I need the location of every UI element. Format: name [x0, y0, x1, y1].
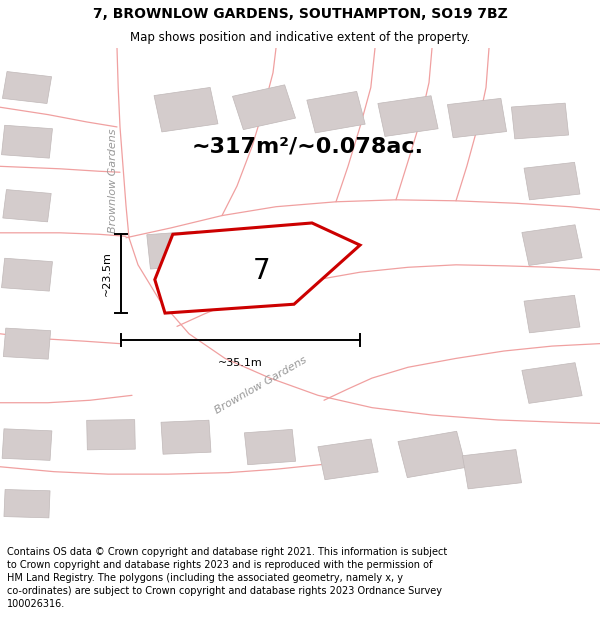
Text: ~317m²/~0.078ac.: ~317m²/~0.078ac.	[192, 137, 424, 157]
Bar	[2, 258, 52, 291]
Bar	[86, 419, 136, 450]
Bar	[4, 489, 50, 518]
Text: 7, BROWNLOW GARDENS, SOUTHAMPTON, SO19 7BZ: 7, BROWNLOW GARDENS, SOUTHAMPTON, SO19 7…	[92, 8, 508, 21]
Bar	[463, 449, 521, 489]
Bar	[307, 91, 365, 133]
Bar	[154, 88, 218, 132]
Text: Brownlow Gardens: Brownlow Gardens	[108, 129, 118, 233]
Bar	[147, 231, 201, 269]
Polygon shape	[155, 223, 360, 313]
Bar	[398, 431, 466, 478]
Bar	[2, 125, 52, 158]
Bar	[318, 439, 378, 480]
Bar	[524, 295, 580, 333]
Bar	[4, 328, 50, 359]
Bar	[2, 429, 52, 461]
Bar	[3, 189, 51, 222]
Bar	[244, 429, 296, 465]
Bar	[378, 96, 438, 136]
Text: Map shows position and indicative extent of the property.: Map shows position and indicative extent…	[130, 31, 470, 44]
Text: ~35.1m: ~35.1m	[218, 358, 263, 368]
Bar	[522, 362, 582, 403]
Text: 7: 7	[252, 258, 270, 286]
Bar	[448, 98, 506, 138]
Bar	[2, 71, 52, 104]
Bar	[232, 85, 296, 129]
Bar	[511, 103, 569, 139]
Text: ~23.5m: ~23.5m	[102, 251, 112, 296]
Bar	[524, 162, 580, 200]
Text: Brownlow Gardens: Brownlow Gardens	[213, 355, 309, 416]
Bar	[161, 420, 211, 454]
Text: Contains OS data © Crown copyright and database right 2021. This information is : Contains OS data © Crown copyright and d…	[7, 546, 448, 609]
Bar	[522, 225, 582, 266]
